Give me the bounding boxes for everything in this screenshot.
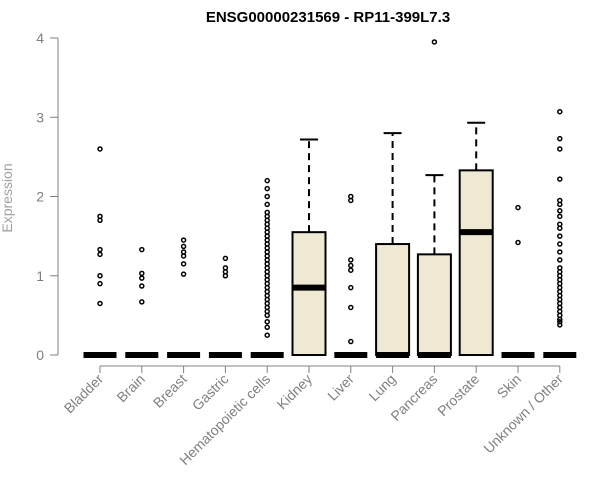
y-tick-label-3: 3 <box>36 109 44 125</box>
outlier-0-3 <box>97 251 103 258</box>
box-rect-9 <box>458 169 494 356</box>
outlier-6-5 <box>348 257 354 263</box>
outlier-6-0 <box>348 338 354 345</box>
outlier-0-7 <box>97 146 103 152</box>
x-tick-label-0: Bladder <box>61 371 107 417</box>
x-tick-label-6: Liver <box>324 371 357 404</box>
outlier-4-33 <box>264 177 270 184</box>
outlier-4-29 <box>264 209 270 216</box>
y-tick-label-4: 4 <box>36 30 44 46</box>
chart-title: ENSG00000231569 - RP11-399L7.3 <box>206 9 450 26</box>
outlier-11-19 <box>557 233 563 239</box>
y-tick-label-0: 0 <box>36 347 44 363</box>
outlier-4-30 <box>264 201 270 208</box>
outlier-0-1 <box>97 280 103 287</box>
y-tick-label-1: 1 <box>36 268 44 284</box>
outlier-10-1 <box>515 204 521 211</box>
outlier-3-2 <box>222 265 229 271</box>
outlier-4-2 <box>264 318 270 325</box>
box-11 <box>543 108 577 358</box>
boxes-group <box>83 39 577 358</box>
outlier-2-5 <box>180 237 187 243</box>
outlier-2-1 <box>180 261 187 267</box>
outlier-11-17 <box>557 249 563 255</box>
outlier-4-32 <box>264 185 270 192</box>
box-3 <box>208 255 242 358</box>
outlier-11-26 <box>557 176 563 182</box>
outlier-11-25 <box>557 197 563 204</box>
outlier-6-4 <box>348 262 354 269</box>
x-tick-label-11: Unknown / Other <box>480 371 566 457</box>
outlier-1-3 <box>139 270 145 277</box>
x-tick-label-5: Kidney <box>274 371 316 413</box>
outlier-11-21 <box>557 221 563 227</box>
outlier-6-2 <box>348 284 354 291</box>
outlier-0-6 <box>97 213 103 220</box>
outlier-11-23 <box>557 208 563 214</box>
box-rect-5 <box>291 231 327 357</box>
box-0 <box>83 146 117 358</box>
outlier-11-16 <box>557 257 563 263</box>
x-tick-label-9: Prostate <box>434 371 482 419</box>
box-2 <box>167 237 201 358</box>
outlier-2-4 <box>180 243 187 250</box>
box-10 <box>501 204 535 358</box>
box-1 <box>125 246 159 358</box>
box-5 <box>291 138 327 357</box>
box-4 <box>250 177 284 358</box>
outlier-1-1 <box>139 283 145 289</box>
x-tick-label-1: Brain <box>113 371 147 405</box>
outlier-0-4 <box>97 246 103 253</box>
outlier-4-0 <box>264 332 270 338</box>
outlier-2-3 <box>180 249 187 255</box>
outlier-11-1 <box>557 318 563 325</box>
outlier-4-1 <box>264 324 270 331</box>
outlier-11-18 <box>557 241 563 247</box>
x-tick-label-2: Breast <box>150 371 190 411</box>
y-axis-label: Expression <box>0 163 15 232</box>
outlier-4-31 <box>264 193 270 200</box>
outlier-1-2 <box>139 275 145 281</box>
outlier-0-2 <box>97 273 103 279</box>
y-axis: 0 1 2 3 4 <box>36 30 59 363</box>
outlier-6-1 <box>348 304 354 311</box>
outlier-1-4 <box>139 246 145 253</box>
outlier-6-3 <box>348 267 354 273</box>
box-8 <box>416 39 452 358</box>
box-6 <box>334 193 368 358</box>
outlier-3-3 <box>222 255 229 262</box>
outlier-2-0 <box>180 271 187 277</box>
outlier-8-0 <box>431 39 438 45</box>
outlier-11-29 <box>557 108 563 115</box>
x-tick-label-10: Skin <box>494 371 525 402</box>
outlier-6-7 <box>348 193 354 200</box>
outlier-0-0 <box>97 300 103 307</box>
outlier-11-15 <box>557 265 563 271</box>
box-9 <box>458 121 494 356</box>
outlier-11-27 <box>557 146 563 152</box>
box-7 <box>375 132 411 358</box>
outlier-11-0 <box>557 322 563 328</box>
outlier-10-0 <box>515 239 521 246</box>
outlier-11-28 <box>557 135 563 142</box>
box-rect-8 <box>416 253 452 356</box>
y-tick-label-2: 2 <box>36 189 44 205</box>
box-rect-7 <box>375 243 411 356</box>
outlier-1-0 <box>139 299 145 305</box>
x-tick-label-7: Lung <box>365 371 398 404</box>
outlier-11-22 <box>557 213 563 220</box>
